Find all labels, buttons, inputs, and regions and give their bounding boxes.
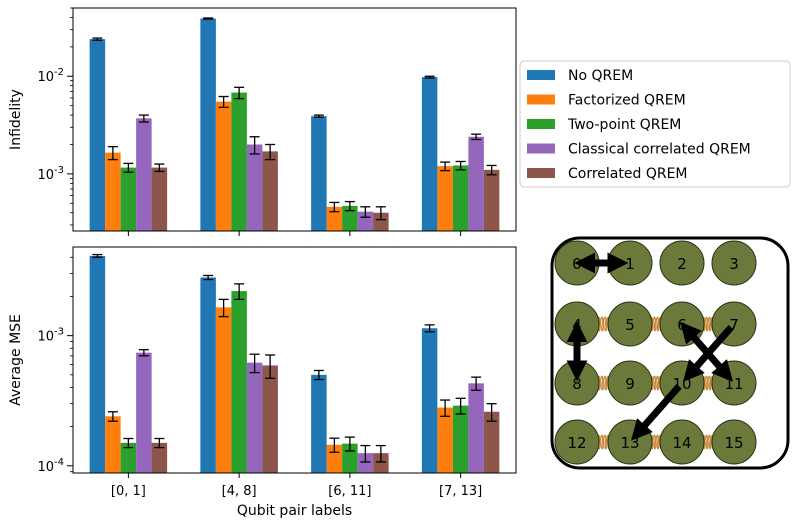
correlation-arrow (683, 324, 734, 382)
bar (215, 307, 232, 473)
bar (468, 136, 484, 231)
qubit-label: 7 (729, 316, 739, 334)
bar (483, 169, 500, 231)
qubit-node (659, 240, 705, 286)
bar (342, 205, 358, 231)
legend-label: No QREM (568, 68, 633, 84)
qubit-label: 4 (572, 316, 582, 334)
bar (151, 442, 168, 473)
qubit-label: 6 (677, 316, 687, 334)
x-tick-label: [7, 13] (439, 484, 482, 499)
y-tick-label: 10-4 (37, 457, 64, 475)
y-axis-label: Infidelity (8, 89, 24, 150)
qubit-node (711, 419, 757, 465)
bar (200, 277, 216, 473)
bar (437, 166, 453, 231)
bar (89, 255, 106, 473)
bar (105, 152, 121, 231)
legend-label: Classical correlated QREM (568, 142, 751, 158)
bar (151, 167, 168, 231)
bar (373, 212, 389, 231)
bar (120, 167, 137, 231)
qubit-label: 3 (729, 255, 739, 273)
qubit-label: 1 (625, 255, 635, 273)
axes-frame (72, 7, 517, 232)
bottom-chart-panel: 10-4 10-3 [0, 1] [4, 8] [6, 11] [7, 13] Averag… (8, 246, 517, 519)
bar (136, 352, 152, 473)
x-axis-label: Qubit pair labels (237, 503, 352, 519)
bar (200, 18, 216, 232)
bar (452, 405, 469, 473)
axes-frame (72, 246, 517, 474)
y-axis-label: Average MSE (8, 314, 24, 406)
top-chart-panel: 10-3 10-2 Infidelity (8, 7, 517, 236)
bar (246, 144, 263, 231)
legend-box (519, 60, 791, 188)
legend: No QREM Factorized QREM Two-point QREM Clas… (519, 60, 791, 188)
bar (231, 92, 247, 231)
legend-label: Correlated QREM (568, 166, 688, 182)
qubit-label: 0 (572, 255, 582, 273)
qubit-label: 8 (572, 375, 582, 393)
legend-swatch (527, 94, 555, 105)
qubit-node (607, 301, 653, 347)
bar (421, 77, 438, 231)
legend-label: Two-point QREM (567, 117, 681, 133)
qubit-label: 9 (625, 375, 635, 393)
bar (311, 374, 327, 473)
qubit-node (711, 240, 757, 286)
bar (468, 383, 484, 473)
bar (357, 453, 374, 473)
correlation-arrow (631, 383, 682, 441)
x-tick-label: [4, 8] (222, 484, 257, 499)
legend-swatch (527, 70, 555, 80)
bar (452, 165, 469, 231)
bar (246, 362, 263, 473)
qubit-label: 14 (672, 434, 691, 452)
bar (262, 365, 278, 473)
bar (326, 206, 343, 231)
bar (120, 442, 137, 473)
y-tick-label: 10-3 (37, 327, 64, 345)
bar (421, 328, 438, 473)
bar (483, 411, 500, 473)
bar (105, 416, 121, 473)
legend-swatch (527, 168, 555, 178)
legend-label: Factorized QREM (568, 93, 686, 109)
qubit-node (659, 419, 705, 465)
qubit-label: 13 (620, 434, 639, 452)
bar (136, 118, 152, 231)
legend-swatch (527, 143, 555, 154)
bar (215, 101, 232, 232)
bar (437, 407, 453, 473)
bar (89, 39, 106, 232)
qubit-label: 2 (677, 255, 687, 273)
bar (262, 151, 278, 231)
qubit-label: 12 (567, 434, 586, 452)
qubit-label: 5 (625, 316, 635, 334)
x-tick-label: [0, 1] (111, 484, 146, 499)
qubit-label: 15 (724, 434, 743, 452)
legend-swatch (527, 119, 555, 129)
qubit-node (554, 419, 600, 465)
bar (231, 291, 247, 473)
y-tick-label: 10-2 (37, 67, 64, 85)
qubit-diagram-frame (550, 236, 790, 470)
qubit-label: 11 (724, 375, 743, 393)
bar (311, 116, 327, 231)
qubit-node (607, 360, 653, 406)
bar (357, 211, 374, 231)
bar (373, 453, 389, 473)
x-tick-label: [6, 11] (328, 484, 371, 499)
y-tick-label: 10-3 (37, 165, 64, 183)
